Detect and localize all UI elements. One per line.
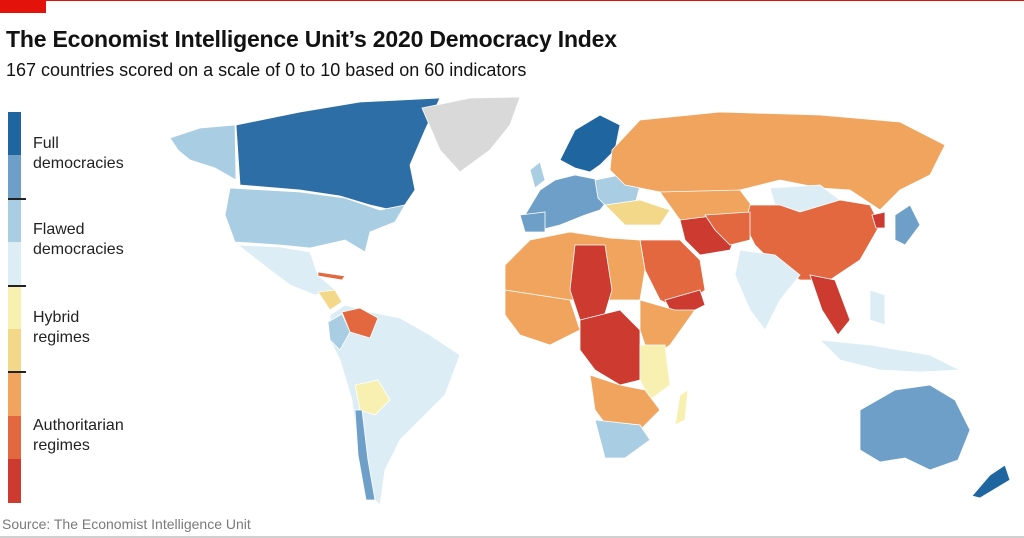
legend-swatch [8,459,21,503]
region-colombia [327,313,351,351]
top-rule [0,0,1024,1]
region-russia [609,111,946,211]
region-south-america [329,304,461,506]
region-central-asia [704,211,751,246]
legend-swatch [8,112,21,156]
legend-swatch [8,242,21,286]
chart-subtitle: 167 countries scored on a scale of 0 to … [6,60,527,80]
legend-divider [8,371,26,373]
region-uk [529,161,546,189]
region-philippines [869,289,886,326]
region-usa [224,187,406,253]
region-india [734,249,801,331]
region-canada [235,97,441,213]
region-australia [859,384,971,471]
region-north-korea [871,211,886,229]
legend-swatch [8,328,21,373]
legend-swatch [8,372,21,416]
brand-tab [0,0,46,13]
region-west-africa [504,289,581,346]
region-new-zealand [971,464,1011,499]
region-greenland [421,96,521,173]
region-alaska [169,124,237,181]
legend-swatch [8,415,21,460]
legend-swatch [8,285,21,329]
legend-divider [8,198,26,200]
region-chile [354,409,376,501]
region-iberia [519,211,546,233]
legend-divider [8,285,26,287]
region-southeast-asia [809,274,851,336]
legend-swatch [8,198,21,243]
region-mexico [236,244,336,296]
region-indonesia [818,339,962,373]
region-central-africa [579,309,641,386]
bottom-rule [0,536,1024,538]
region-southern-africa [589,374,661,431]
region-korea-japan [894,204,921,246]
legend-label-flawed: Flawed democracies [33,221,124,258]
region-balkans-turkey [604,199,671,226]
legend-colorbar [8,112,21,503]
region-madagascar [674,389,689,426]
legend-swatch [8,155,21,199]
legend-label-hybrid: Hybrid regimes [33,309,90,346]
region-central-america [317,289,343,311]
legend-label-full: Full democracies [33,135,124,172]
chart-title: The Economist Intelligence Unit’s 2020 D… [6,26,617,52]
region-cuba [317,271,346,281]
legend-label-authoritarian: Authoritarian regimes [33,417,124,454]
region-east-africa [639,344,671,401]
region-south-africa [594,419,651,459]
region-bolivia [354,379,391,416]
source-note: Source: The Economist Intelligence Unit [2,516,251,532]
